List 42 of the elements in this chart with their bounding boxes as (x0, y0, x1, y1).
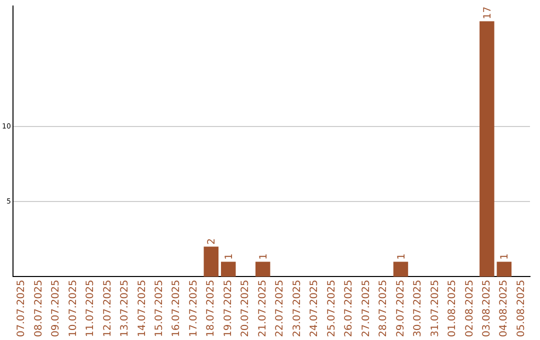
x-tick-label: 19.07.2025 (222, 280, 234, 338)
x-tick-label: 14.07.2025 (136, 280, 148, 338)
x-tick-label: 30.07.2025 (412, 280, 424, 338)
x-tick-label: 11.07.2025 (85, 280, 96, 338)
x-tick-label: 05.08.2025 (516, 280, 527, 338)
x-tick-label: 23.07.2025 (292, 280, 303, 338)
x-tick-label: 01.08.2025 (447, 280, 458, 338)
data-label: 1 (258, 253, 270, 260)
x-tick-label: 10.07.2025 (68, 280, 79, 338)
x-tick-label: 25.07.2025 (326, 280, 338, 338)
data-label: 2 (206, 238, 218, 245)
x-tick-label: 26.07.2025 (344, 280, 355, 338)
data-label: 1 (500, 253, 511, 260)
x-tick-label: 31.07.2025 (430, 280, 441, 338)
data-label: 1 (396, 253, 408, 260)
x-tick-label: 09.07.2025 (50, 280, 62, 338)
x-tick-label: 18.07.2025 (206, 280, 217, 338)
x-tick-label: 27.07.2025 (360, 280, 372, 338)
data-label: 17 (482, 6, 494, 20)
x-tick-label: 29.07.2025 (395, 280, 406, 338)
x-tick-label: 17.07.2025 (188, 280, 200, 338)
x-tick-label: 03.08.2025 (482, 280, 493, 338)
x-tick-label: 21.07.2025 (257, 280, 268, 338)
data-label: 1 (224, 253, 235, 260)
x-tick-label: 15.07.2025 (154, 280, 166, 338)
x-tick-label: 04.08.2025 (498, 280, 510, 338)
x-tick-label: 07.07.2025 (16, 280, 28, 338)
x-tick-label: 12.07.2025 (102, 280, 114, 338)
x-tick-label: 20.07.2025 (240, 280, 252, 338)
bar (220, 262, 236, 277)
bar (204, 246, 218, 277)
x-tick-label: 08.07.2025 (33, 280, 44, 338)
x-tick-label: 24.07.2025 (309, 280, 320, 338)
x-tick-label: 28.07.2025 (378, 280, 390, 338)
bar (393, 262, 408, 277)
x-tick-label: 02.08.2025 (464, 280, 476, 338)
x-tick-label: 16.07.2025 (171, 280, 182, 338)
bar (255, 262, 270, 277)
bar (480, 21, 494, 277)
bar (496, 262, 512, 277)
x-tick-label: 13.07.2025 (120, 280, 131, 338)
x-tick-label: 22.07.2025 (274, 280, 286, 338)
